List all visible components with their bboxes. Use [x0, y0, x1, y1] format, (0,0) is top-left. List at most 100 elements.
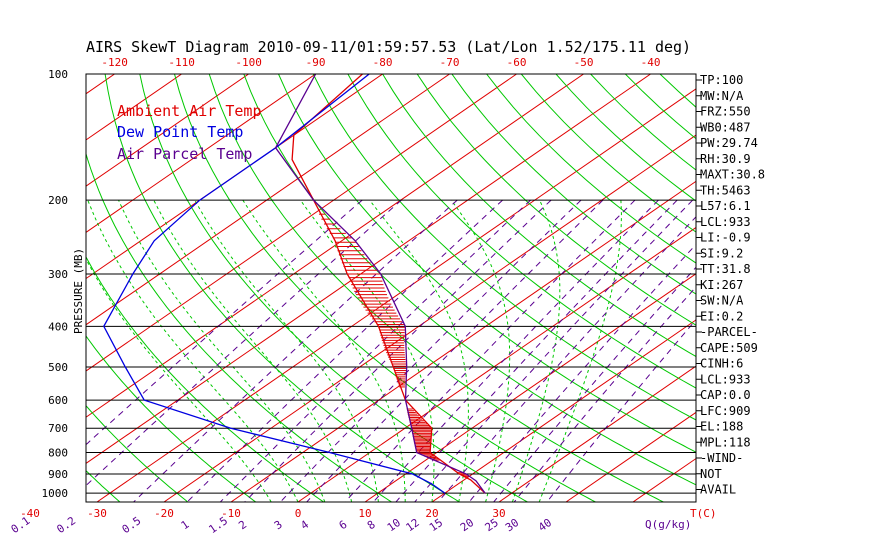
dry-adiabat [174, 74, 596, 502]
index-item: MPL:118 [700, 435, 751, 449]
legend-air-parcel-temp: Air Parcel Temp [117, 145, 252, 163]
isotherm [498, 365, 696, 502]
top-temp-tick-label: -40 [641, 56, 661, 69]
bottom-temp-tick-label: -40 [20, 507, 40, 520]
index-item: CAP:0.0 [700, 388, 751, 402]
series-line-air-parcel-temp [274, 74, 486, 494]
dry-adiabat [86, 335, 257, 502]
mixing-ratio-tick-label: 0.5 [120, 514, 144, 536]
mixing-ratio-tick-label: 0.2 [54, 514, 78, 536]
mixing-ratio-tick-label: 3 [272, 518, 285, 532]
isotherm [86, 74, 450, 326]
bottom-temp-unit: T(C) [690, 507, 717, 520]
index-item: RH:30.9 [700, 152, 751, 166]
dry-adiabat [86, 470, 121, 502]
bottom-temp-tick-label: -20 [154, 507, 174, 520]
index-item: CAPE:509 [700, 341, 758, 355]
dry-adiabat [139, 74, 528, 502]
isotherm [86, 74, 651, 464]
index-item: CINH:6 [700, 357, 743, 371]
top-temp-tick-label: -60 [507, 56, 527, 69]
index-item: PW:29.74 [700, 136, 758, 150]
dry-adiabat [0, 74, 52, 502]
mixing-ratio-tick-label: 15 [427, 516, 445, 534]
dry-adiabat [451, 74, 696, 295]
index-item: AVAIL [700, 483, 736, 497]
mixing-ratio-tick-label: 30 [503, 516, 521, 534]
mixing-ratio-line [219, 199, 531, 502]
pressure-tick-label: 900 [48, 468, 68, 481]
index-item: LCL:933 [700, 372, 751, 386]
index-item: FRZ:550 [700, 105, 751, 119]
top-temp-tick-label: -100 [235, 56, 262, 69]
index-item: TP:100 [700, 73, 743, 87]
mixing-ratio-tick-label: 8 [365, 518, 378, 532]
plot-frame [85, 73, 697, 503]
top-temp-tick-label: -90 [306, 56, 326, 69]
mixing-ratio-line [372, 199, 659, 502]
legend-ambient-air-temp: Ambient Air Temp [117, 102, 262, 120]
mixing-ratio-line [414, 199, 693, 502]
index-item: -WIND- [700, 451, 743, 465]
index-item: LI:-0.9 [700, 231, 751, 245]
moist-adiabat [511, 199, 561, 502]
moist-adiabat [194, 199, 379, 502]
moist-adiabat [118, 199, 326, 502]
dry-adiabat [486, 74, 696, 264]
mixing-ratio-line [437, 216, 696, 502]
index-item: EI:0.2 [700, 309, 743, 323]
dry-adiabat [416, 74, 696, 326]
isotherm [431, 319, 696, 502]
dry-adiabat [382, 74, 696, 358]
mixing-ratio-line [86, 199, 402, 487]
bottom-temp-tick-label: 20 [425, 507, 438, 520]
dry-adiabat [104, 74, 460, 502]
series-line-dew-point-temp [103, 74, 446, 494]
bottom-temp-tick-label: 0 [295, 507, 302, 520]
dry-adiabat [208, 74, 664, 502]
pressure-tick-label: 300 [48, 268, 68, 281]
moist-adiabat [538, 200, 622, 502]
top-temp-tick-label: -120 [101, 56, 128, 69]
moist-adiabat [153, 199, 353, 502]
series-line-ambient-air-temp [291, 74, 486, 494]
mixing-ratio-line [306, 199, 604, 502]
chart-title: AIRS SkewT Diagram 2010-09-11/01:59:57.5… [86, 38, 691, 56]
bottom-temp-tick-label: -10 [221, 507, 241, 520]
pressure-tick-label: 200 [48, 194, 68, 207]
index-item: SI:9.2 [700, 246, 743, 260]
mixing-ratio-line [344, 199, 636, 502]
mixing-ratio-tick-label: 40 [536, 516, 554, 534]
mixing-ratio-tick-label: 25 [483, 516, 501, 534]
index-item: NOT [700, 467, 722, 481]
index-item: L57:6.1 [700, 199, 751, 213]
index-item: TH:5463 [700, 183, 751, 197]
isotherm [565, 411, 696, 502]
mixing-ratio-line [395, 199, 678, 502]
index-item: MAXT:30.8 [700, 168, 765, 182]
pressure-tick-label: 100 [48, 68, 68, 81]
isotherm [86, 74, 316, 233]
mixing-ratio-line [493, 266, 696, 502]
bottom-temp-tick-label: 10 [358, 507, 371, 520]
isobars: 100 200 300 400 500 600 700 800 900 1000 [42, 68, 696, 500]
mixing-ratio-line [186, 199, 503, 502]
index-item: TT:31.8 [700, 262, 751, 276]
index-item: SW:N/A [700, 294, 744, 308]
dry-adiabat [86, 255, 324, 502]
mixing-ratio-line [86, 199, 363, 446]
isotherm [96, 88, 696, 502]
mixing-ratio-line [513, 286, 696, 502]
mixing-ratio-line [546, 318, 696, 502]
index-item: WB0:487 [700, 120, 751, 134]
pressure-tick-label: 1000 [42, 487, 69, 500]
sounding-series [103, 74, 486, 494]
top-temp-tick-label: -50 [574, 56, 594, 69]
moist-adiabat [450, 199, 511, 502]
isotherm [0, 74, 48, 502]
isotherm [86, 74, 517, 372]
bottom-temp-tick-label: -30 [87, 507, 107, 520]
index-item: LFC:909 [700, 404, 751, 418]
